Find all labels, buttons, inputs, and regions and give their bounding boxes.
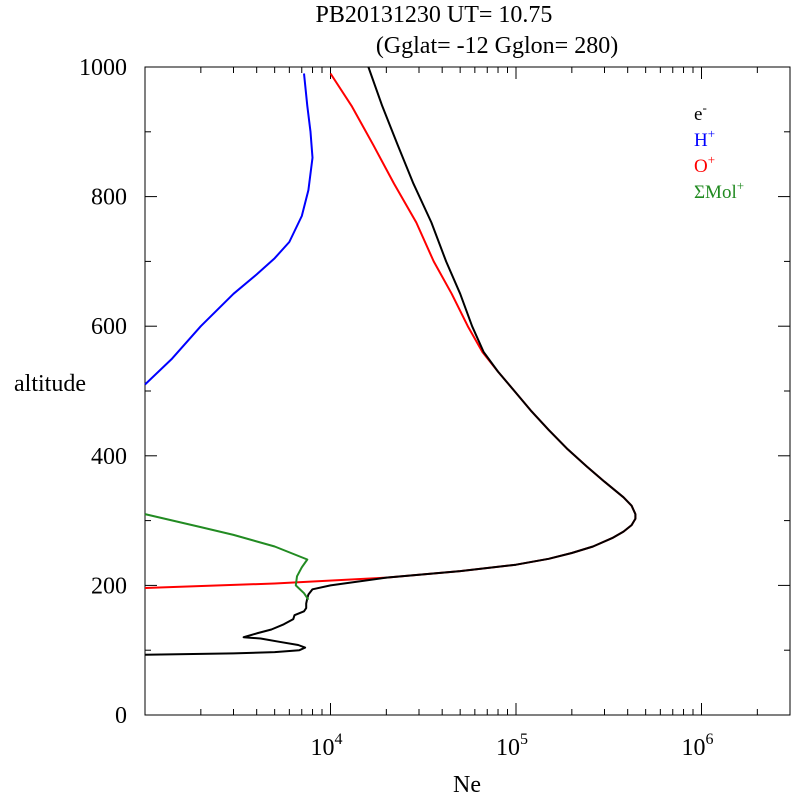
legend-entry: O+ — [694, 152, 715, 177]
legend-entry: e- — [694, 100, 707, 125]
series-line-h-minusplus — [144, 73, 314, 386]
axis-ticks — [144, 66, 791, 716]
legend-entry: H+ — [694, 126, 715, 151]
y-tick-label: 0 — [115, 703, 127, 729]
y-tick-labels: 0 200 400 600 800 1000 — [79, 55, 127, 729]
series-group — [144, 66, 637, 656]
y-axis-label: altitude — [14, 371, 86, 397]
series-line-o-minusplus — [144, 72, 637, 589]
legend: e-H+O+ΣMol+ — [694, 100, 744, 203]
x-tick-labels: 104 105 106 — [310, 731, 713, 761]
y-tick-label: 200 — [91, 573, 127, 599]
title-line-1: PB20131230 UT= 10.75 — [316, 2, 553, 28]
x-tick-label: 105 — [496, 731, 528, 761]
x-tick-label: 104 — [310, 731, 342, 761]
x-tick-label: 106 — [681, 731, 713, 761]
legend-entry: ΣMol+ — [694, 178, 744, 203]
title-line-2: (Gglat= -12 Gglon= 280) — [376, 33, 618, 59]
y-tick-label: 800 — [91, 185, 127, 211]
series-line-sum-minusmol-plus — [144, 513, 310, 601]
y-tick-label: 400 — [91, 444, 127, 470]
y-tick-label: 600 — [91, 314, 127, 340]
x-axis-label: Ne — [453, 772, 481, 796]
series-line-e-minus — [144, 66, 637, 656]
y-tick-label: 1000 — [79, 55, 127, 81]
